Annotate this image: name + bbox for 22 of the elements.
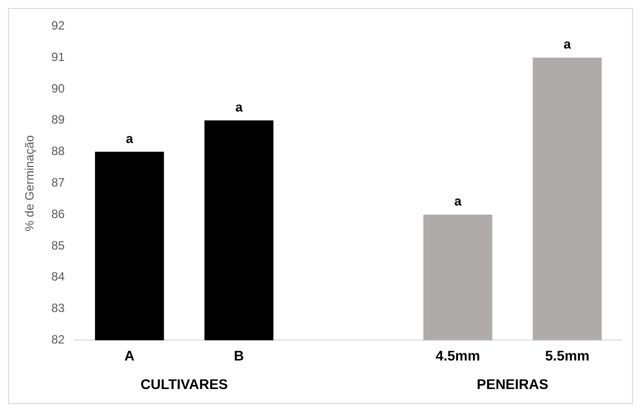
y-axis-title: % de Germinação (22, 134, 37, 232)
y-tick-label: 91 (51, 50, 66, 64)
text: CULTIVARES (140, 376, 228, 392)
data-label: a (564, 36, 572, 52)
text: PENEIRAS (476, 376, 548, 392)
y-tick-label: 85 (51, 238, 66, 252)
y-tick-label: 92 (51, 18, 66, 33)
x-tick-label: 5.5mm (545, 347, 590, 364)
y-tick-label: 82 (51, 332, 66, 347)
y-tick-label: 88 (51, 144, 66, 158)
y-tick-label: 90 (51, 81, 66, 96)
y-tick-label: 84 (51, 270, 66, 284)
x-tick-label: A (124, 347, 135, 364)
x-tick-label: 4.5mm (436, 347, 480, 364)
y-tick-label: 87 (51, 176, 66, 190)
y-tick-label: 86 (51, 206, 66, 221)
y-tick-label: 83 (51, 301, 66, 316)
x-tick-label: B (234, 347, 244, 364)
data-label: a (454, 194, 462, 209)
data-label: a (235, 99, 244, 114)
data-label: a (126, 130, 134, 146)
y-tick-label: 89 (51, 112, 66, 127)
